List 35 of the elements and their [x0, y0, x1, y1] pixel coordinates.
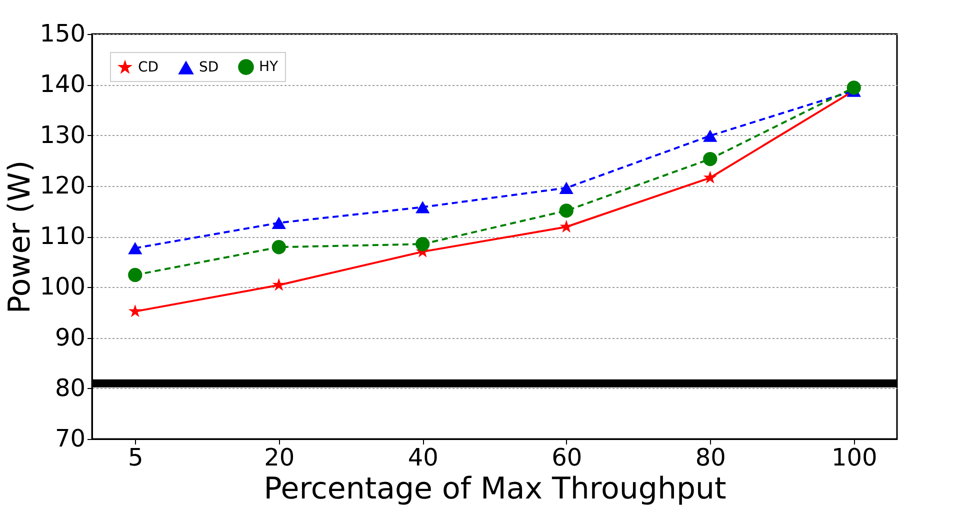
y-axis-title: Power (W) — [2, 160, 38, 314]
point — [703, 170, 717, 184]
point — [128, 268, 142, 282]
y-tick-label: 70 — [54, 424, 86, 452]
y-tick-label: 140 — [40, 70, 86, 98]
point — [846, 80, 861, 95]
y-tick-label: 110 — [40, 222, 86, 250]
y-tick-label: 100 — [40, 272, 86, 301]
y-tick-label: 150 — [40, 20, 86, 48]
x-tick-label: 100 — [831, 444, 878, 472]
y-tick-label: 90 — [54, 323, 86, 352]
legend-label: SD — [199, 60, 219, 76]
x-tick-label: 40 — [408, 444, 438, 472]
legend-label: CD — [138, 60, 159, 76]
point — [272, 216, 286, 229]
x-tick-label: 20 — [264, 444, 295, 472]
x-tick-label: 60 — [552, 444, 582, 472]
y-tick-label: 80 — [54, 374, 86, 402]
y-tick-label: 120 — [40, 171, 86, 200]
y-tick-label: 130 — [40, 120, 86, 149]
x-tick-label: 5 — [128, 444, 144, 472]
point — [703, 130, 718, 142]
point — [559, 204, 574, 218]
point — [128, 242, 142, 254]
point — [272, 240, 286, 254]
legend-label: HY — [259, 59, 279, 76]
point — [703, 152, 718, 166]
x-tick-label: 80 — [695, 444, 726, 472]
point — [416, 237, 430, 252]
point — [128, 304, 142, 318]
point — [560, 220, 574, 233]
point — [416, 201, 430, 214]
point — [559, 182, 574, 194]
x-axis-title: Percentage of Max Throughput — [264, 472, 727, 506]
point — [272, 278, 286, 291]
